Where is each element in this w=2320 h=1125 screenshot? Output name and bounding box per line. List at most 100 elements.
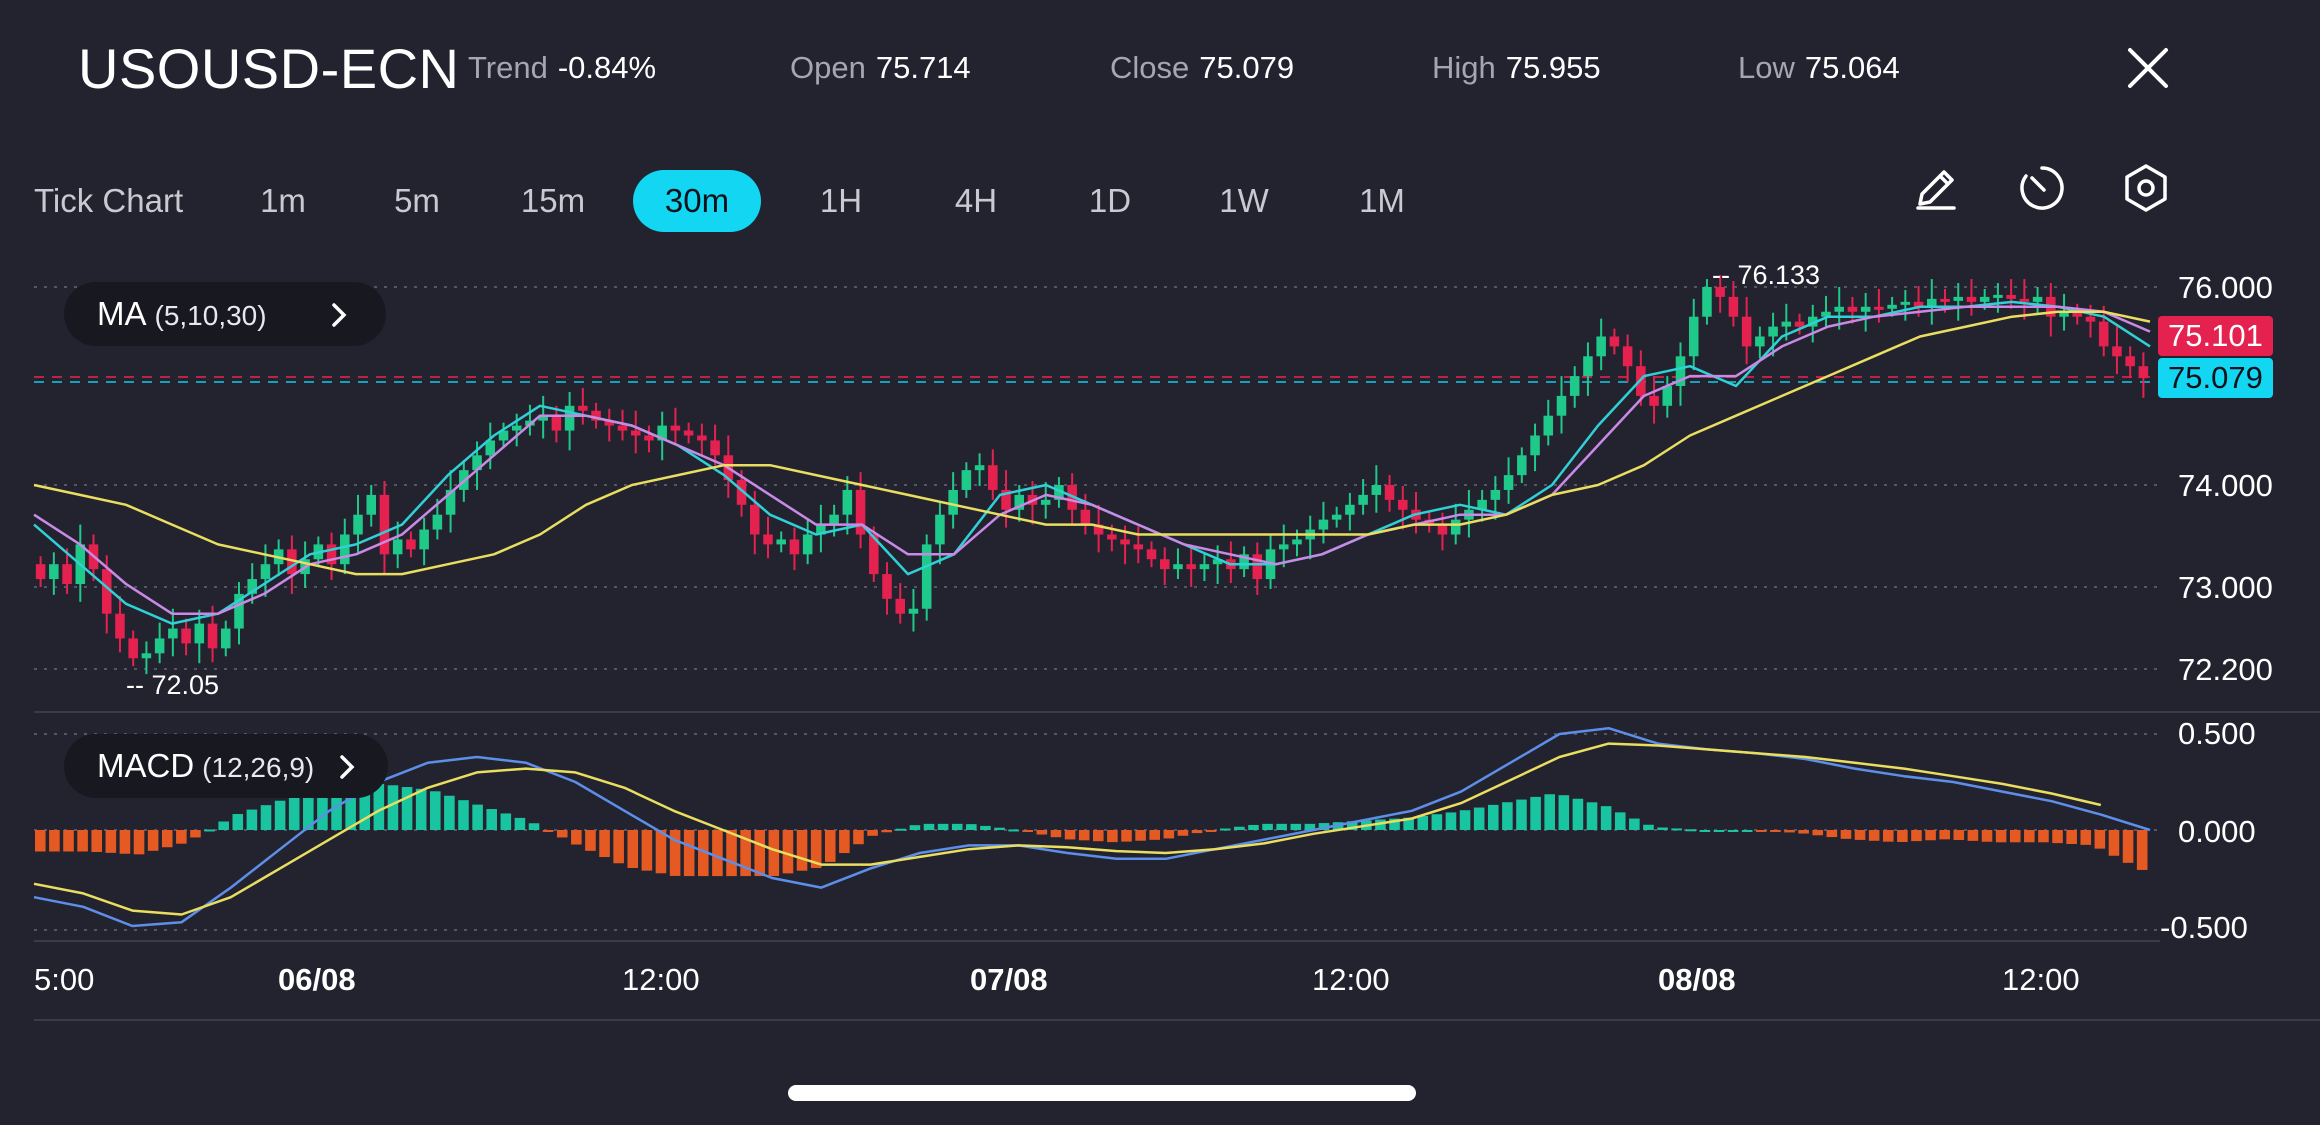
macd-bar bbox=[994, 827, 1005, 830]
macd-tick: 0.000 bbox=[2178, 814, 2256, 849]
candle-body bbox=[2098, 321, 2109, 347]
candle-body bbox=[988, 465, 998, 490]
low-value: 75.064 bbox=[1804, 50, 1900, 85]
macd-bar bbox=[1375, 819, 1386, 830]
candle-body bbox=[1913, 301, 1924, 307]
macd-bar bbox=[1882, 830, 1894, 842]
candle-body bbox=[1834, 306, 1844, 312]
candle-body bbox=[2006, 294, 2016, 299]
tf-4h[interactable]: 4H bbox=[954, 182, 998, 219]
candle-body bbox=[366, 494, 376, 515]
candle-body bbox=[710, 440, 720, 456]
candle-body bbox=[882, 574, 892, 599]
macd-bar bbox=[796, 830, 808, 871]
candle-body bbox=[657, 425, 667, 441]
macd-bar bbox=[105, 830, 117, 853]
tf-tick-chart[interactable]: Tick Chart bbox=[34, 182, 184, 219]
macd-bar bbox=[260, 805, 272, 830]
close-icon[interactable] bbox=[2120, 40, 2176, 96]
macd-bar bbox=[585, 830, 596, 851]
candle-body bbox=[908, 608, 919, 614]
candle-body bbox=[194, 623, 205, 644]
home-indicator[interactable] bbox=[788, 1085, 1416, 1101]
macd-bar bbox=[1727, 830, 1739, 832]
timer-icon[interactable] bbox=[2014, 160, 2070, 216]
macd-bar bbox=[1600, 806, 1612, 830]
candle-body bbox=[511, 425, 522, 431]
candle-body bbox=[1569, 376, 1580, 396]
candle-body bbox=[683, 430, 694, 436]
macd-dif-line bbox=[33, 726, 2151, 928]
macd-bar bbox=[176, 830, 187, 844]
settings-hexagon-icon[interactable] bbox=[2118, 160, 2174, 216]
candle-body bbox=[141, 653, 152, 659]
macd-bar bbox=[1770, 830, 1781, 832]
macd-bar bbox=[1022, 830, 1034, 832]
tf-1d[interactable]: 1D bbox=[1088, 182, 1132, 219]
tf-1m-month[interactable]: 1M bbox=[1359, 182, 1405, 219]
macd-bar bbox=[1163, 830, 1175, 839]
macd-bar bbox=[218, 821, 229, 830]
macd-bar bbox=[839, 830, 850, 854]
candle-body bbox=[2072, 311, 2083, 317]
macd-bar bbox=[951, 823, 963, 830]
time-label: 12:00 bbox=[1312, 962, 1390, 997]
macd-bar bbox=[1008, 829, 1019, 832]
tf-1m[interactable]: 1m bbox=[260, 182, 306, 219]
macd-bar bbox=[1995, 830, 2007, 843]
macd-bar bbox=[1403, 817, 1414, 830]
macd-bar bbox=[204, 829, 215, 832]
date-label: 06/08 bbox=[278, 962, 356, 997]
macd-bar bbox=[1643, 824, 1654, 830]
candle-body bbox=[340, 534, 350, 565]
ma-params: (5,10,30) bbox=[154, 300, 267, 331]
macd-bar bbox=[1544, 794, 1555, 830]
candle-body bbox=[1093, 524, 1104, 535]
macd-bar bbox=[1487, 804, 1499, 830]
macd-bar bbox=[571, 830, 582, 845]
trend-stat: Trend -0.84% bbox=[468, 50, 656, 86]
pencil-icon[interactable] bbox=[1908, 160, 1964, 216]
candle-body bbox=[617, 425, 628, 431]
macd-bar bbox=[1121, 830, 1132, 842]
candle-body bbox=[630, 430, 641, 436]
macd-bar bbox=[359, 783, 371, 830]
candle-body bbox=[49, 564, 59, 580]
macd-bar bbox=[1177, 830, 1189, 836]
macd-bar bbox=[824, 830, 836, 862]
high-label: High bbox=[1432, 50, 1496, 85]
macd-bar bbox=[782, 830, 794, 874]
candle-body bbox=[181, 628, 191, 644]
candle-body bbox=[2138, 366, 2149, 379]
macd-bar bbox=[810, 830, 822, 869]
candle-body bbox=[948, 489, 958, 515]
macd-bar bbox=[303, 791, 314, 830]
candle-body bbox=[2125, 356, 2135, 367]
tf-1h[interactable]: 1H bbox=[819, 182, 863, 219]
macd-bar bbox=[966, 824, 977, 830]
macd-bar bbox=[345, 783, 356, 830]
candle-body bbox=[128, 638, 138, 659]
macd-bar bbox=[2038, 830, 2049, 843]
macd-bar bbox=[1629, 818, 1640, 830]
candle-body bbox=[1900, 301, 1911, 305]
ma-indicator-pill[interactable]: MA (5,10,30) bbox=[64, 282, 386, 346]
macd-bar bbox=[1445, 812, 1457, 830]
candle-body bbox=[1279, 544, 1289, 550]
candle-body bbox=[2059, 311, 2069, 317]
macd-bar bbox=[1064, 830, 1076, 840]
min-price-marker: -- 72.05 bbox=[126, 670, 220, 700]
macd-bar bbox=[655, 830, 667, 874]
tf-15m[interactable]: 15m bbox=[520, 182, 586, 219]
tf-1w[interactable]: 1W bbox=[1219, 182, 1269, 219]
tf-5m[interactable]: 5m bbox=[394, 182, 440, 219]
max-price-marker: -- 76.133 bbox=[1712, 260, 1821, 290]
candle-body bbox=[855, 489, 866, 535]
candle-body bbox=[472, 455, 482, 471]
tf-30m[interactable]: 30m bbox=[633, 170, 761, 232]
symbol-title: USOUSD-ECN bbox=[78, 37, 460, 100]
macd-indicator-pill[interactable]: MACD (12,26,9) bbox=[64, 734, 388, 798]
candle-body bbox=[1874, 306, 1884, 310]
candle-body bbox=[419, 529, 429, 550]
